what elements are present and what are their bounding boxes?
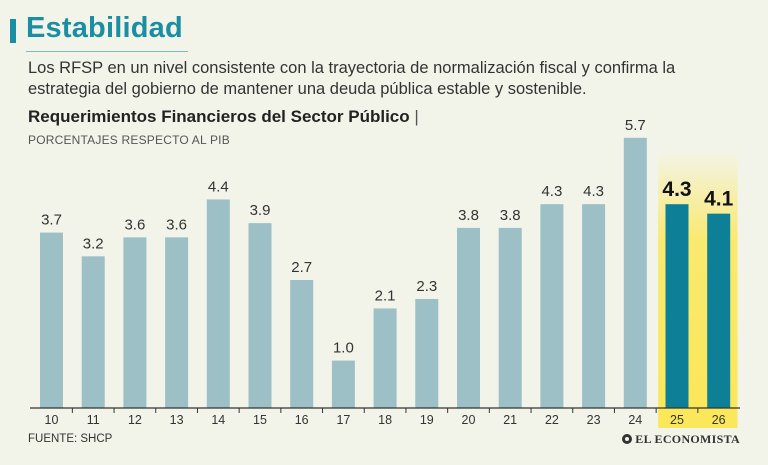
value-label-25: 4.3 [662,178,691,201]
x-tick-label-21: 21 [503,413,517,427]
bar-14 [206,199,230,408]
x-tick-label-18: 18 [378,413,392,427]
x-tick-label-11: 11 [87,413,100,427]
projection-axis-highlight [658,408,738,428]
value-label-10: 3.7 [41,212,62,229]
x-tick-label-10: 10 [45,413,59,427]
x-tick-label-17: 17 [336,413,350,427]
x-tick-label-25: 25 [670,413,684,427]
chart-title: Requerimientos Financieros del Sector Pú… [28,107,419,127]
value-label-26: 4.1 [704,188,734,211]
value-label-16: 2.7 [291,259,312,276]
value-label-19: 2.3 [416,278,437,295]
bar-10 [40,232,63,408]
x-tick-label-14: 14 [211,413,225,427]
value-label-22: 4.3 [541,183,562,200]
description: Los RFSP en un nivel consistente con la … [28,59,676,98]
bar-23 [582,204,606,408]
x-tick-label-22: 22 [545,413,559,427]
x-tick-label-16: 16 [295,413,309,427]
chart-subtitle: PORCENTAJES RESPECTO AL PIB [28,133,230,147]
value-label-15: 3.9 [250,202,271,219]
bar-24 [623,137,647,408]
value-label-20: 3.8 [458,207,479,224]
logo-text: EL ECONOMISTA [635,432,740,446]
logo-mark-icon [622,434,633,444]
x-tick-label-23: 23 [587,413,601,427]
bar-17 [331,360,355,408]
value-label-11: 3.2 [83,235,104,252]
x-tick-label-20: 20 [462,413,476,427]
chart-title-text: Requerimientos Financieros del Sector Pú… [28,107,410,126]
bar-21 [498,227,522,408]
bar-25 [665,204,689,408]
x-tick-label-19: 19 [420,413,434,427]
bar-15 [248,223,272,408]
title-underline [26,51,188,52]
bar-11 [81,256,105,408]
bar-16 [290,280,314,408]
chart-title-separator: | [414,107,419,126]
publisher-logo: EL ECONOMISTA [622,432,740,447]
value-label-14: 4.4 [208,178,229,195]
x-tick-label-12: 12 [128,413,142,427]
bar-22 [540,204,564,408]
value-label-13: 3.6 [166,216,187,233]
page-title: Estabilidad [26,12,183,44]
title-accent-bar [10,19,16,43]
x-tick-label-24: 24 [628,413,642,427]
source-note: FUENTE: SHCP [28,433,113,445]
bar-26 [707,213,731,408]
x-tick-label-13: 13 [170,413,184,427]
bar-18 [373,308,397,408]
bar-12 [123,237,147,408]
x-tick-label-26: 26 [712,413,726,427]
bar-13 [165,237,189,408]
bar-20 [457,227,480,408]
value-label-23: 4.3 [583,183,604,200]
value-label-24: 5.7 [625,117,646,134]
x-tick-label-15: 15 [253,413,267,427]
value-label-18: 2.1 [375,287,396,304]
value-label-17: 1.0 [333,340,354,357]
value-label-12: 3.6 [124,216,145,233]
bar-19 [415,298,439,408]
value-label-21: 3.8 [500,207,521,224]
